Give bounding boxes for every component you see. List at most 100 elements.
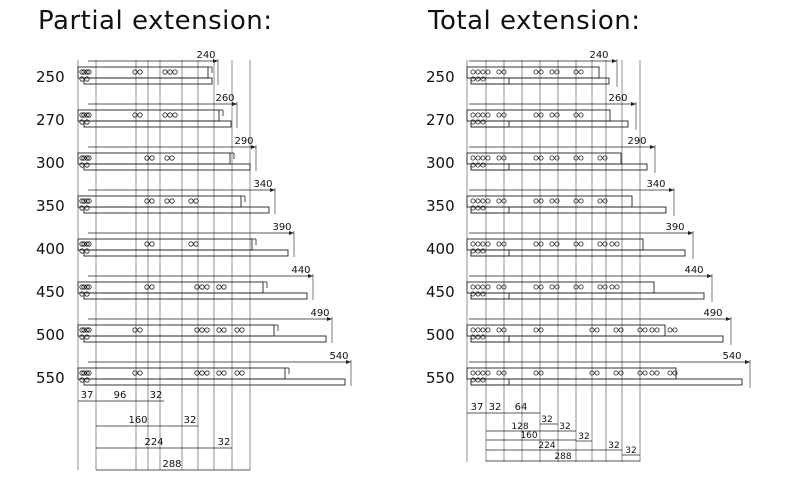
mounting-hole xyxy=(654,327,660,333)
rail-bracket xyxy=(470,249,510,257)
mounting-hole xyxy=(475,76,481,82)
slide-row-500: 490 xyxy=(77,308,333,343)
dim-label: 32 xyxy=(578,432,589,442)
mounting-hole xyxy=(84,155,90,161)
total-extension-dimensions: 37 32 64 32 128 32 160 32 224 32 288 32 xyxy=(467,402,640,462)
rail-bracket xyxy=(470,335,510,343)
mounting-hole xyxy=(86,284,92,290)
mounting-hole xyxy=(239,327,245,333)
size-label-350: 350 xyxy=(426,197,455,215)
mounting-hole xyxy=(144,284,150,290)
mounting-hole xyxy=(613,327,619,333)
travel-label: 340 xyxy=(646,179,665,190)
mounting-hole xyxy=(613,370,619,376)
mounting-hole xyxy=(470,370,476,376)
mounting-hole xyxy=(132,370,138,376)
mounting-hole xyxy=(538,112,544,118)
mounting-hole xyxy=(485,370,491,376)
slide-row-400: 390 xyxy=(77,222,295,257)
mounting-hole xyxy=(132,69,138,75)
slide-row-400: 390 xyxy=(466,222,694,259)
arrow-head xyxy=(270,188,275,192)
mounting-hole xyxy=(642,370,648,376)
mounting-hole xyxy=(618,370,624,376)
mounting-hole xyxy=(193,241,199,247)
mounting-hole xyxy=(84,205,90,211)
mounting-hole xyxy=(480,162,486,168)
mounting-hole xyxy=(538,327,544,333)
mounting-hole xyxy=(81,69,87,75)
mounting-hole xyxy=(480,119,486,125)
mounting-hole xyxy=(84,241,90,247)
mounting-hole xyxy=(549,241,555,247)
mounting-hole xyxy=(470,162,476,168)
mounting-hole xyxy=(162,112,168,118)
mounting-hole xyxy=(485,284,491,290)
size-label-450: 450 xyxy=(36,283,65,301)
mounting-hole xyxy=(496,284,502,290)
mounting-hole xyxy=(501,241,507,247)
drawer-rail xyxy=(83,292,308,300)
mounting-hole xyxy=(496,69,502,75)
mounting-hole xyxy=(554,69,560,75)
mounting-hole xyxy=(193,198,199,204)
mounting-hole xyxy=(84,69,90,75)
mounting-hole xyxy=(554,112,560,118)
mounting-hole xyxy=(84,284,90,290)
mounting-hole xyxy=(554,155,560,161)
mounting-hole xyxy=(597,155,603,161)
size-label-300: 300 xyxy=(36,154,65,172)
mounting-hole xyxy=(79,198,85,204)
cabinet-rail xyxy=(77,66,209,79)
mounting-hole xyxy=(554,241,560,247)
travel-label: 390 xyxy=(665,222,684,233)
dim-label: 32 xyxy=(541,415,552,425)
mounting-hole xyxy=(137,69,143,75)
travel-label: 440 xyxy=(684,265,703,276)
mounting-hole xyxy=(167,112,173,118)
mounting-hole xyxy=(84,334,90,340)
partial-extension-drawing: 240 260 290 340 390 440 490 540 37 96 32 160 32 224 32… xyxy=(77,50,352,471)
mounting-hole xyxy=(538,241,544,247)
drawer-rail xyxy=(470,378,743,386)
slide-row-350: 340 xyxy=(77,179,276,214)
travel-dimension xyxy=(88,188,275,192)
mounting-hole xyxy=(578,284,584,290)
travel-label: 290 xyxy=(234,136,253,147)
mounting-hole xyxy=(475,291,481,297)
slide-row-450: 440 xyxy=(466,265,713,302)
size-label-300: 300 xyxy=(426,154,455,172)
cabinet-rail xyxy=(466,367,677,380)
mounting-hole xyxy=(480,291,486,297)
cabinet-rail xyxy=(77,281,264,294)
mounting-hole xyxy=(573,241,579,247)
dim-label: 160 xyxy=(520,431,537,441)
cabinet-rail xyxy=(466,281,655,294)
mounting-hole xyxy=(204,370,210,376)
arrow-head xyxy=(308,274,313,278)
mounting-hole xyxy=(496,198,502,204)
slide-row-550: 540 xyxy=(77,351,352,386)
slide-row-300: 290 xyxy=(77,136,257,171)
slide-row-350: 340 xyxy=(466,179,675,216)
mounting-hole xyxy=(549,155,555,161)
travel-label: 540 xyxy=(722,351,741,362)
mounting-hole xyxy=(475,334,481,340)
mounting-hole xyxy=(239,370,245,376)
mounting-hole xyxy=(573,198,579,204)
rail-bracket xyxy=(470,292,510,300)
mounting-hole xyxy=(221,327,227,333)
mounting-hole xyxy=(84,291,90,297)
cabinet-rail xyxy=(77,324,275,337)
mounting-hole xyxy=(221,370,227,376)
mounting-hole xyxy=(618,327,624,333)
mounting-hole xyxy=(475,198,481,204)
travel-label: 290 xyxy=(627,136,646,147)
mounting-hole xyxy=(149,155,155,161)
drawer-rail xyxy=(470,120,629,128)
mounting-hole xyxy=(86,69,92,75)
mounting-hole xyxy=(501,112,507,118)
mounting-hole xyxy=(578,241,584,247)
dim-label: 128 xyxy=(511,422,528,432)
rail-bracket xyxy=(470,120,510,128)
